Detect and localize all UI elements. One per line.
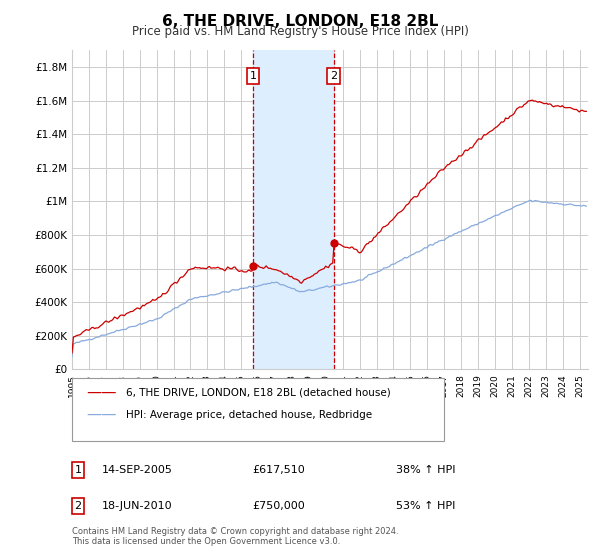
Text: £617,510: £617,510 [252, 465, 305, 475]
Text: 18-JUN-2010: 18-JUN-2010 [102, 501, 173, 511]
Text: 6, THE DRIVE, LONDON, E18 2BL (detached house): 6, THE DRIVE, LONDON, E18 2BL (detached … [126, 388, 391, 398]
Text: ——: —— [87, 407, 117, 422]
Text: 53% ↑ HPI: 53% ↑ HPI [396, 501, 455, 511]
Text: 1: 1 [250, 71, 257, 81]
Bar [253, 50, 334, 370]
Text: £750,000: £750,000 [252, 501, 305, 511]
Text: 2: 2 [330, 71, 337, 81]
Text: 38% ↑ HPI: 38% ↑ HPI [396, 465, 455, 475]
Text: 1: 1 [74, 465, 82, 475]
Text: HPI: Average price, detached house, Redbridge: HPI: Average price, detached house, Redb… [126, 410, 372, 420]
Text: Contains HM Land Registry data © Crown copyright and database right 2024.
This d: Contains HM Land Registry data © Crown c… [72, 526, 398, 546]
Text: 6, THE DRIVE, LONDON, E18 2BL: 6, THE DRIVE, LONDON, E18 2BL [162, 14, 438, 29]
Text: 2: 2 [74, 501, 82, 511]
Text: 14-SEP-2005: 14-SEP-2005 [102, 465, 173, 475]
Text: Price paid vs. HM Land Registry's House Price Index (HPI): Price paid vs. HM Land Registry's House … [131, 25, 469, 38]
Text: ——: —— [87, 385, 117, 400]
